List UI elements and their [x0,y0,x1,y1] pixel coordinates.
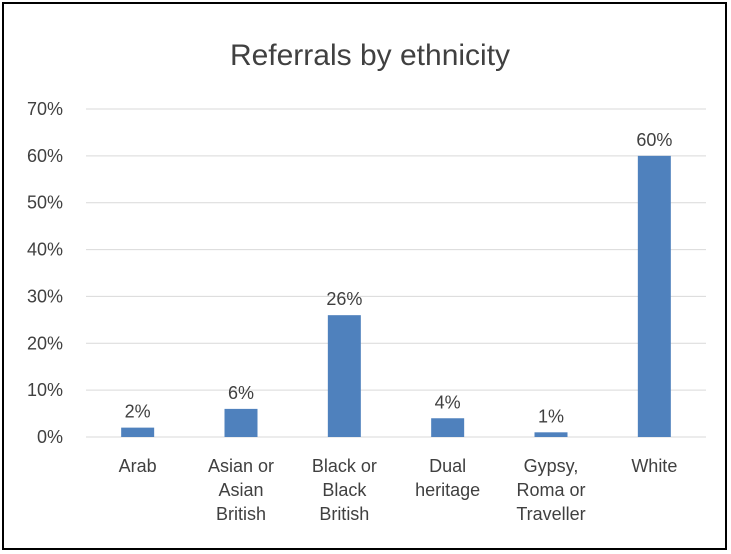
bar [224,408,258,437]
data-labels: 2% 6% 26% 4% 1% 60% [125,130,673,426]
x-tick-label: Arab [119,456,157,476]
y-tick-label: 10% [27,380,63,400]
data-label: 6% [228,383,254,403]
bar [431,418,465,437]
y-tick-label: 70% [27,99,63,119]
y-tick-label: 20% [27,333,63,353]
bar [121,427,155,437]
x-tick-label: Gypsy, Roma or Traveller [516,456,585,524]
y-tick-label: 0% [37,427,63,447]
data-label: 1% [538,406,564,426]
x-tick-label: White [631,456,677,476]
bar [534,432,568,437]
x-tick-label: Asian or Asian British [208,456,274,524]
data-label: 2% [125,402,151,422]
x-tick-label: Black or Black British [312,456,377,524]
x-axis: Arab Asian or Asian British Black or Black Bri… [119,456,678,524]
data-label: 4% [435,392,461,412]
y-axis: 0% 10% 20% 30% 40% 50% 60% 70% [27,99,63,447]
y-tick-label: 40% [27,240,63,260]
chart-title: Referrals by ethnicity [230,39,510,72]
x-tick-label: Dual heritage [415,456,480,500]
y-tick-label: 60% [27,146,63,166]
gridlines [86,108,706,438]
y-tick-label: 30% [27,286,63,306]
y-tick-label: 50% [27,193,63,213]
bars [121,155,671,437]
data-label: 60% [636,130,672,150]
bar [327,315,361,437]
data-label: 26% [326,289,362,309]
bar [637,155,671,437]
